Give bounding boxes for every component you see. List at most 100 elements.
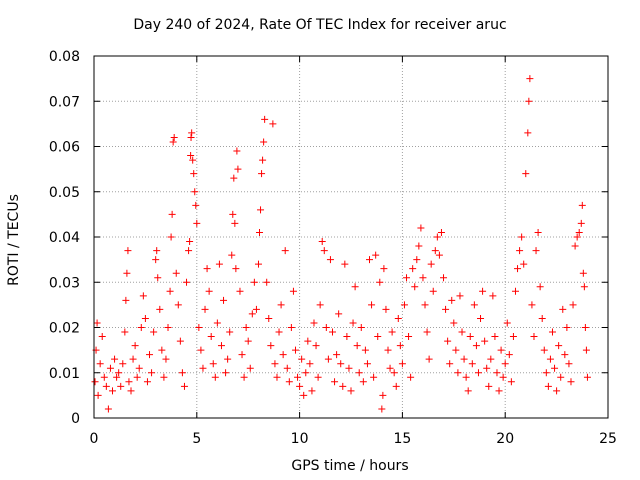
data-point [104,405,112,413]
data-point [579,269,587,277]
data-point [162,355,170,363]
data-point [123,269,131,277]
y-tick-label: 0.06 [49,140,80,156]
data-point [176,337,184,345]
data-point [555,342,563,350]
data-point [240,373,248,381]
data-point [281,247,289,255]
data-point [557,373,565,381]
data-point [481,337,489,345]
data-point [187,152,195,160]
data-point [257,206,265,214]
data-point [583,373,591,381]
data-point [462,373,470,381]
data-point [544,382,552,390]
data-point [98,333,106,341]
data-point [347,387,355,395]
data-point [409,265,417,273]
data-point [141,314,149,322]
data-point [100,373,108,381]
data-point [421,301,429,309]
data-point [135,364,143,372]
data-point [260,138,268,146]
data-point [363,360,371,368]
x-axis-label: GPS time / hours [291,458,409,474]
x-tick-label: 25 [599,431,617,447]
data-point [540,346,548,354]
data-point [466,333,474,341]
x-tick-label: 15 [393,431,411,447]
data-point [139,292,147,300]
data-point [577,219,585,227]
data-point [433,233,441,241]
data-point [376,278,384,286]
data-point [524,129,532,137]
data-point [226,328,234,336]
data-point [322,324,330,331]
data-point [499,373,507,381]
data-point [267,342,275,350]
data-point [452,346,460,354]
data-point [411,283,419,291]
data-point [419,274,427,282]
data-point [254,260,262,268]
data-point [503,319,511,327]
data-point [345,364,353,372]
data-point [454,369,462,377]
data-point [224,355,232,363]
data-point [259,156,267,164]
data-point [131,342,139,350]
data-point [518,233,526,241]
data-point [456,292,464,300]
data-point [242,324,250,331]
data-point [314,373,322,381]
data-point [277,301,285,309]
data-point [326,256,334,264]
data-point [187,133,195,141]
data-point [96,360,104,368]
data-point [265,314,273,322]
data-point [339,382,347,390]
grid [94,56,608,418]
data-point [505,351,513,359]
data-point [403,274,411,282]
data-point [231,219,239,227]
data-point [298,355,306,363]
data-point [234,165,242,173]
data-point [164,324,172,331]
data-point [121,328,129,336]
data-point [166,287,174,295]
data-point [170,133,178,141]
data-point [283,364,291,372]
data-point [378,405,386,413]
data-point [201,305,209,313]
data-point [349,319,357,327]
data-point [489,292,497,300]
data-point [186,238,194,246]
data-point [296,382,304,390]
data-point [565,360,573,368]
data-point [548,328,556,336]
data-point [390,369,398,377]
data-point [302,369,310,377]
data-point [324,355,332,363]
data-point [477,314,485,322]
data-point [546,355,554,363]
data-point [233,147,241,155]
data-point [209,360,217,368]
data-point [236,287,244,295]
data-point [361,346,369,354]
data-point [318,238,326,246]
data-point [306,360,314,368]
data-point [483,364,491,372]
data-point [563,324,571,331]
data-point [405,333,413,341]
data-point [384,346,392,354]
data-point [168,210,176,218]
data-point [328,328,336,336]
data-point [569,301,577,309]
data-point [530,333,538,341]
data-point [440,274,448,282]
data-point [248,310,256,318]
